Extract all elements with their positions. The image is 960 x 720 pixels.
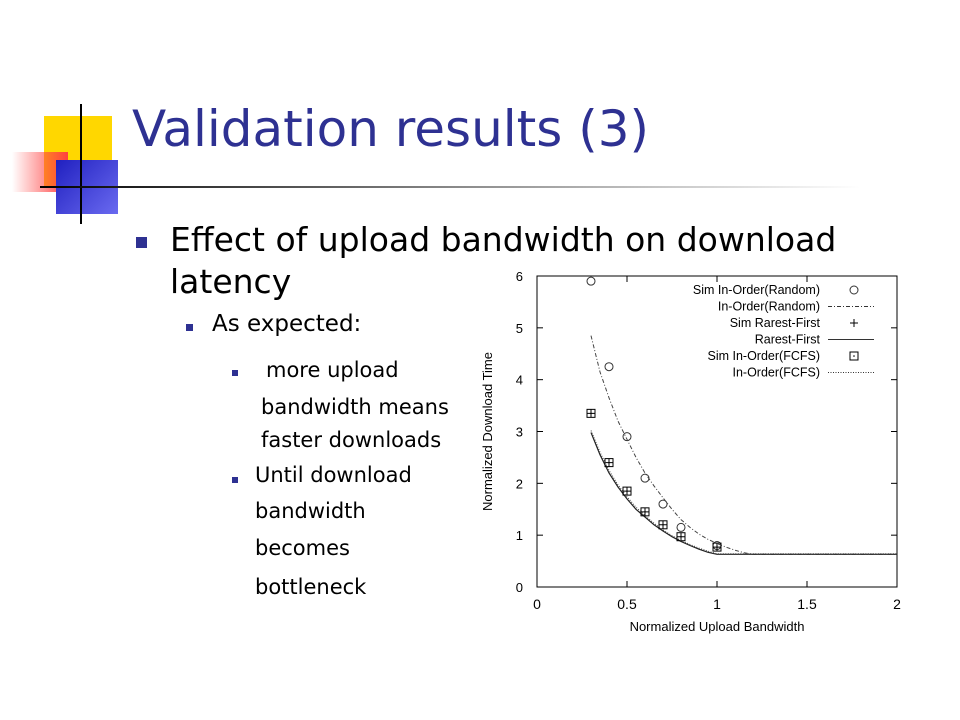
y-tick-label: 0 xyxy=(516,580,523,595)
y-tick-label: 6 xyxy=(516,269,523,284)
y-axis-label: Normalized Download Time xyxy=(480,352,495,511)
series-line-in-order-random xyxy=(590,335,897,555)
series-point-sim-in-order-fcfs-center xyxy=(608,461,610,464)
bullet-marker-level2 xyxy=(186,324,193,331)
series-point-sim-in-order-fcfs xyxy=(658,520,668,530)
series-point-sim-in-order-random xyxy=(640,473,650,483)
bullet-level3a-line2: bandwidth means xyxy=(261,395,449,419)
legend-label-sim-rarest-first: Sim Rarest-First xyxy=(730,316,821,330)
x-tick-label: 2 xyxy=(893,596,901,612)
bullet-level3a-line3: faster downloads xyxy=(261,428,442,452)
x-tick-label: 1.5 xyxy=(797,596,817,612)
legend-label-sim-in-order-fcfs: Sim In-Order(FCFS) xyxy=(708,349,821,363)
decor-vertical-line xyxy=(80,104,82,224)
x-axis-label: Normalized Upload Bandwidth xyxy=(630,619,805,634)
x-tick-label: 0.5 xyxy=(617,596,637,612)
legend-swatch-sim-rarest-first xyxy=(850,319,858,327)
bullet-level3b-line4: bottleneck xyxy=(255,575,367,599)
series-point-sim-in-order-random xyxy=(586,276,596,286)
bullet-marker-level1 xyxy=(136,237,147,248)
series-point-sim-in-order-random xyxy=(658,499,668,509)
series-line-in-order-fcfs xyxy=(590,430,897,555)
y-tick-label: 1 xyxy=(516,528,523,543)
series-point-sim-in-order-fcfs-center xyxy=(680,535,682,538)
bullet-level3b-line1: Until download xyxy=(255,463,412,487)
bullet-level3b-line2: bandwidth xyxy=(255,499,366,523)
legend-label-in-order-random: In-Order(Random) xyxy=(718,300,820,314)
series-point-sim-in-order-fcfs xyxy=(586,408,596,418)
bullet-marker-level3a xyxy=(232,370,238,376)
legend-swatch-sim-in-order-fcfs-center xyxy=(853,355,855,357)
series-point-sim-in-order-fcfs-center xyxy=(590,412,592,415)
bullet-level1-line1: Effect of upload bandwidth on download xyxy=(170,220,837,259)
y-tick-label: 4 xyxy=(516,373,523,388)
bullet-level1-line2: latency xyxy=(170,262,292,301)
y-tick-label: 5 xyxy=(516,321,523,336)
series-point-sim-in-order-fcfs-center xyxy=(662,524,664,526)
legend-swatch-sim-in-order-random xyxy=(849,285,859,295)
x-tick-label: 0 xyxy=(533,596,541,612)
legend-label-in-order-fcfs: In-Order(FCFS) xyxy=(733,366,821,380)
legend-label-sim-in-order-random: Sim In-Order(Random) xyxy=(693,283,820,297)
decor-title-underline xyxy=(40,186,860,188)
y-tick-label: 2 xyxy=(516,476,523,491)
bullet-level2-text: As expected: xyxy=(212,311,362,337)
series-point-sim-in-order-fcfs-center xyxy=(644,511,646,513)
series-point-sim-in-order-fcfs xyxy=(712,542,722,552)
series-point-sim-in-order-fcfs-center xyxy=(626,490,628,492)
legend-label-rarest-first: Rarest-First xyxy=(755,333,821,347)
bullet-level3b-line3: becomes xyxy=(255,536,350,560)
page-title: Validation results (3) xyxy=(132,100,650,158)
bullet-marker-level3b xyxy=(232,477,238,483)
series-point-sim-in-order-random xyxy=(676,522,686,532)
y-tick-label: 3 xyxy=(516,425,523,440)
series-point-sim-in-order-fcfs-center xyxy=(716,546,718,548)
series-line-rarest-first xyxy=(590,432,897,555)
x-tick-label: 1 xyxy=(713,596,721,612)
download-time-chart: 0 0.5 1 1.5 2 0 1 2 3 4 5 6 Normalized Upload Bandwi… xyxy=(480,269,901,634)
bullet-level3a-line1: more upload xyxy=(266,358,399,382)
series-point-sim-in-order-fcfs xyxy=(640,507,650,517)
series-point-sim-in-order-random xyxy=(604,362,614,372)
series-point-sim-in-order-random xyxy=(622,432,632,442)
series-point-sim-in-order-fcfs xyxy=(622,486,632,496)
legend-swatch-sim-in-order-fcfs xyxy=(849,351,859,361)
